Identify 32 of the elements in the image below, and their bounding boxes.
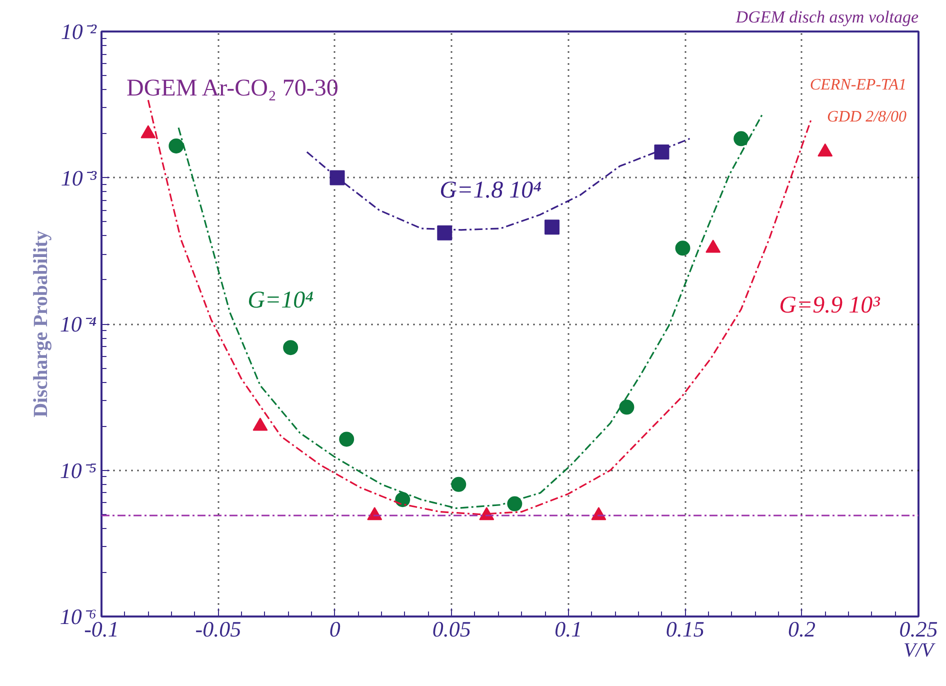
x-tick-label: 0.05	[432, 616, 471, 642]
point	[675, 240, 690, 256]
point	[437, 225, 452, 240]
point	[507, 496, 522, 512]
point	[654, 144, 670, 160]
point	[168, 138, 184, 154]
annotation: G=1.8 10⁴	[440, 178, 542, 204]
y-tick-label: 10⁻⁵	[60, 458, 97, 483]
point	[451, 476, 466, 492]
y-tick-label: 10⁻³	[60, 165, 97, 190]
x-tick-label: 0.25	[899, 616, 938, 642]
x-tick-label: 0	[329, 616, 340, 642]
y-axis-title: Discharge Probability	[30, 230, 52, 418]
x-tick-label: -0.05	[195, 616, 242, 642]
x-axis-title: V/V	[904, 640, 936, 662]
chart-title: DGEM disch asym voltage	[734, 8, 919, 26]
point	[339, 432, 354, 447]
point	[734, 131, 749, 146]
point	[619, 400, 634, 415]
annotation: DGEM Ar-CO₂ 70-30	[126, 76, 338, 102]
y-tick-label: 10⁻⁴	[60, 312, 97, 336]
y-tick-label: 10⁻²	[60, 19, 97, 44]
x-tick-label: 0.15	[666, 616, 704, 642]
annotation: G=10⁴	[248, 288, 314, 314]
annotation: G=9.9 10³	[779, 292, 881, 318]
x-tick-label: 0.2	[788, 616, 816, 642]
x-tick-label: 0.1	[554, 616, 582, 642]
annotation: GDD 2/8/00	[826, 108, 907, 126]
point	[283, 340, 298, 356]
annotation: CERN-EP-TA1	[810, 76, 906, 94]
point	[544, 220, 560, 235]
point	[330, 170, 345, 186]
